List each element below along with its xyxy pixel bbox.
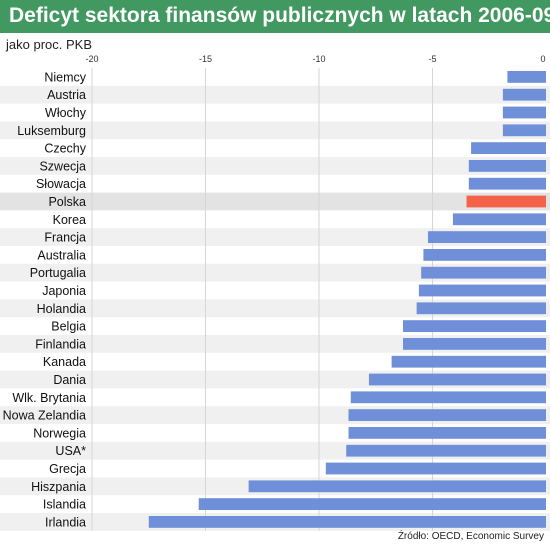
bar-czechy: [471, 142, 546, 154]
category-label: Hiszpania: [31, 480, 86, 494]
bar-norwegia: [348, 427, 546, 439]
bar-kanada: [391, 355, 546, 368]
category-label: Belgia: [51, 320, 86, 334]
x-tick-label: -15: [199, 54, 212, 64]
bar-holandia: [416, 302, 546, 315]
category-label: Francja: [44, 231, 86, 245]
bar-słowacja: [468, 177, 546, 190]
bar-polska: [466, 195, 546, 208]
bar-szwecja: [468, 160, 546, 172]
category-label: Luksemburg: [17, 124, 86, 138]
category-label: Japonia: [42, 284, 86, 298]
x-tick-label: 0: [540, 54, 545, 64]
bar-irlandia: [148, 516, 546, 528]
category-label: Austria: [47, 88, 86, 102]
bar-japonia: [418, 284, 546, 297]
category-label: Islandia: [43, 498, 86, 512]
category-label: Australia: [37, 248, 86, 262]
category-label: Wlk. Brytania: [12, 391, 86, 405]
category-label: Kanada: [43, 355, 86, 369]
category-label: Polska: [48, 195, 86, 209]
category-label: Dania: [53, 373, 86, 387]
category-label: Szwecja: [39, 159, 86, 173]
row-band: [0, 228, 550, 246]
bar-usa-: [346, 444, 546, 457]
title-bar: Deficyt sektora finansów publicznych w l…: [0, 0, 550, 33]
category-label: Irlandia: [45, 515, 86, 529]
bar-luksemburg: [502, 124, 546, 137]
category-label: Norwegia: [33, 426, 86, 440]
bar-hiszpania: [248, 480, 546, 493]
bar-niemcy: [507, 71, 546, 83]
bar-włochy: [502, 106, 546, 119]
category-label: Słowacja: [36, 177, 86, 191]
row-band: [0, 157, 550, 175]
bar-austria: [502, 88, 546, 101]
row-band: [0, 263, 550, 282]
bar-portugalia: [421, 266, 546, 279]
x-tick-label: -20: [85, 54, 98, 64]
bar-australia: [423, 249, 546, 261]
category-label: Niemcy: [44, 70, 86, 84]
bar-korea: [452, 213, 546, 226]
row-band: [0, 121, 550, 140]
bar-islandia: [198, 498, 546, 510]
row-band-highlight: [0, 192, 550, 211]
category-label: Finlandia: [35, 337, 86, 351]
x-tick-label: -10: [312, 54, 325, 64]
row-band: [0, 299, 550, 318]
unit-label: jako proc. PKB: [6, 37, 92, 52]
category-label: Czechy: [44, 142, 86, 156]
category-label: Nowa Zelandia: [3, 409, 86, 423]
bar-grecja: [325, 462, 546, 475]
chart-title: Deficyt sektora finansów publicznych w l…: [9, 4, 550, 27]
bar-wlk-brytania: [350, 391, 546, 404]
category-label: Grecja: [49, 462, 86, 476]
bar-francja: [427, 231, 546, 243]
category-label: Portugalia: [30, 266, 86, 280]
category-label: Korea: [53, 213, 86, 227]
x-tick-label: -5: [428, 54, 436, 64]
bar-belgia: [402, 320, 546, 332]
source-note: Źródło: OECD, Economic Survey: [397, 531, 544, 542]
bar-dania: [368, 373, 546, 386]
row-band: [0, 85, 550, 104]
category-label: Holandia: [37, 302, 86, 316]
category-label: Włochy: [45, 106, 87, 120]
category-label: USA*: [55, 444, 86, 458]
bar-finlandia: [402, 338, 546, 350]
bar-nowa-zelandia: [348, 409, 546, 421]
